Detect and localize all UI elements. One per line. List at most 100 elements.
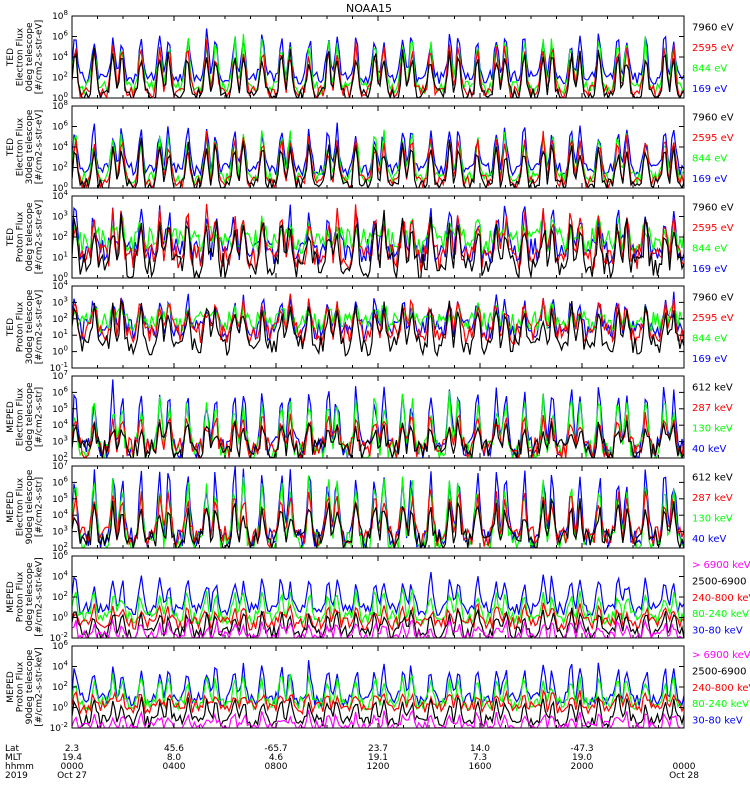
- y-tick-exponent: 4: [64, 660, 69, 668]
- y-tick-label: 106: [52, 639, 68, 652]
- legend-entry: 30-80 keV: [692, 716, 743, 727]
- series-line-1: [72, 418, 684, 458]
- legend-entry: 612 keV: [692, 472, 733, 483]
- series-group: [72, 379, 684, 458]
- series-line-2: [72, 411, 684, 458]
- y-tick-label: 102: [52, 541, 68, 554]
- legend-entry: 169 eV: [692, 354, 727, 365]
- y-axis-label-line: MEPED: [6, 671, 16, 703]
- y-tick-exponent: 4: [64, 140, 69, 148]
- y-axis-label-line: [#/cm2-s-str-keV]: [34, 647, 44, 726]
- legend-entry: 287 keV: [692, 493, 733, 504]
- time-axis-value: 2000: [571, 762, 594, 772]
- y-tick-base: 10: [52, 495, 64, 505]
- legend-entry: 80-240 keV: [692, 609, 749, 620]
- series-group: [72, 203, 684, 278]
- y-tick-label: 108: [52, 99, 68, 112]
- y-tick-exponent: 0: [64, 271, 68, 279]
- time-axis-row-name: Lat: [5, 744, 20, 754]
- y-tick-exponent: 2: [64, 590, 68, 598]
- y-tick-label: 100: [52, 271, 68, 284]
- series-group: [72, 466, 684, 548]
- y-axis-label-line: 0deg telescope: [25, 202, 35, 272]
- y-tick-exponent: 5: [64, 492, 68, 500]
- y-axis-label-line: [#/cm2-s-str-keV]: [34, 557, 44, 636]
- y-axis-label: TEDProton Flux30deg telescope[#/cm2-s-st…: [6, 289, 45, 364]
- y-tick-label: 104: [52, 279, 68, 292]
- y-axis-label: MEPEDProton Flux0deg telescope[#/cm2-s-s…: [6, 557, 45, 636]
- y-tick-label: 104: [52, 50, 68, 63]
- y-tick-exponent: 2: [64, 541, 68, 549]
- y-tick-exponent: 4: [64, 508, 69, 516]
- time-axis-value: 0400: [163, 762, 186, 772]
- y-tick-label: 104: [52, 660, 68, 673]
- series-line-1: [72, 298, 684, 358]
- y-axis-label-line: 90deg telescope: [25, 649, 35, 724]
- legend-entry: 844 eV: [692, 243, 727, 254]
- time-axis-value: 2.3: [65, 744, 79, 754]
- series-line-1: [72, 137, 684, 188]
- y-tick-exponent: 6: [64, 30, 69, 38]
- y-tick-label: 106: [52, 549, 68, 562]
- y-tick-exponent: 4: [64, 50, 69, 58]
- y-tick-exponent: -2: [61, 631, 68, 639]
- y-tick-exponent: -1: [61, 361, 68, 369]
- y-axis-label-line: Electron Flux: [15, 477, 25, 536]
- y-tick-label: 103: [52, 435, 68, 448]
- y-axis-label-line: 0deg telescope: [25, 382, 35, 452]
- y-tick-base: 10: [52, 192, 64, 202]
- y-axis-label-line: TED: [6, 138, 16, 157]
- legend-entry: 844 eV: [692, 333, 727, 344]
- y-tick-label: 106: [52, 385, 68, 398]
- y-tick-base: 10: [52, 233, 64, 243]
- y-tick-label: 105: [52, 402, 68, 415]
- y-axis-label-line: Electron Flux: [15, 27, 25, 86]
- y-tick-label: 102: [52, 312, 68, 325]
- y-tick-exponent: 2: [64, 161, 68, 169]
- y-tick-base: 10: [52, 683, 64, 693]
- y-axis-label-line: 30deg telescope: [25, 289, 35, 364]
- y-tick-label: 102: [52, 230, 68, 243]
- y-tick-exponent: 0: [64, 91, 68, 99]
- y-tick-base: 10: [52, 438, 64, 448]
- y-tick-base: 10: [52, 388, 64, 398]
- series-line-1: [72, 497, 684, 548]
- time-axis-value: 1200: [367, 762, 390, 772]
- y-tick-base: 10: [52, 102, 64, 112]
- y-tick-base: 10: [52, 405, 64, 415]
- series-line-1: [72, 209, 684, 278]
- time-axis-value: 0800: [265, 762, 288, 772]
- y-tick-exponent: 1: [64, 328, 68, 336]
- series-group: [72, 28, 684, 98]
- y-tick-label: 100: [52, 91, 68, 104]
- y-tick-label: 100: [52, 345, 68, 358]
- y-tick-base: 10: [52, 315, 64, 325]
- y-tick-label: 104: [52, 570, 68, 583]
- y-tick-label: 104: [52, 140, 68, 153]
- y-tick-exponent: 2: [64, 680, 68, 688]
- legend-entry: 130 keV: [692, 423, 733, 434]
- time-axis-row-name: hhmm: [5, 762, 34, 772]
- y-tick-exponent: 6: [64, 385, 69, 393]
- series-group: [72, 660, 684, 728]
- y-tick-base: 10: [52, 53, 64, 63]
- y-axis-label: MEPEDElectron Flux90deg telescope[#/cm2-…: [6, 469, 45, 544]
- legend-entry: 2595 eV: [692, 43, 734, 54]
- series-group: [72, 291, 684, 358]
- legend-entry: 40 keV: [692, 444, 726, 455]
- y-axis-label: MEPEDElectron Flux0deg telescope[#/cm2-s…: [6, 382, 45, 452]
- time-axis-row-name: 2019: [5, 771, 28, 781]
- y-tick-label: 106: [52, 30, 68, 43]
- time-axis-value: 0000: [61, 762, 84, 772]
- y-tick-base: 10: [52, 573, 64, 583]
- series-line-2: [72, 130, 684, 188]
- y-tick-base: 10: [52, 552, 64, 562]
- series-line-4: [72, 673, 684, 713]
- legend-entry: 169 eV: [692, 174, 727, 185]
- y-tick-exponent: 2: [64, 230, 68, 238]
- y-tick-base: 10: [52, 331, 64, 341]
- legend-entry: 844 eV: [692, 63, 727, 74]
- y-tick-label: 103: [52, 210, 68, 223]
